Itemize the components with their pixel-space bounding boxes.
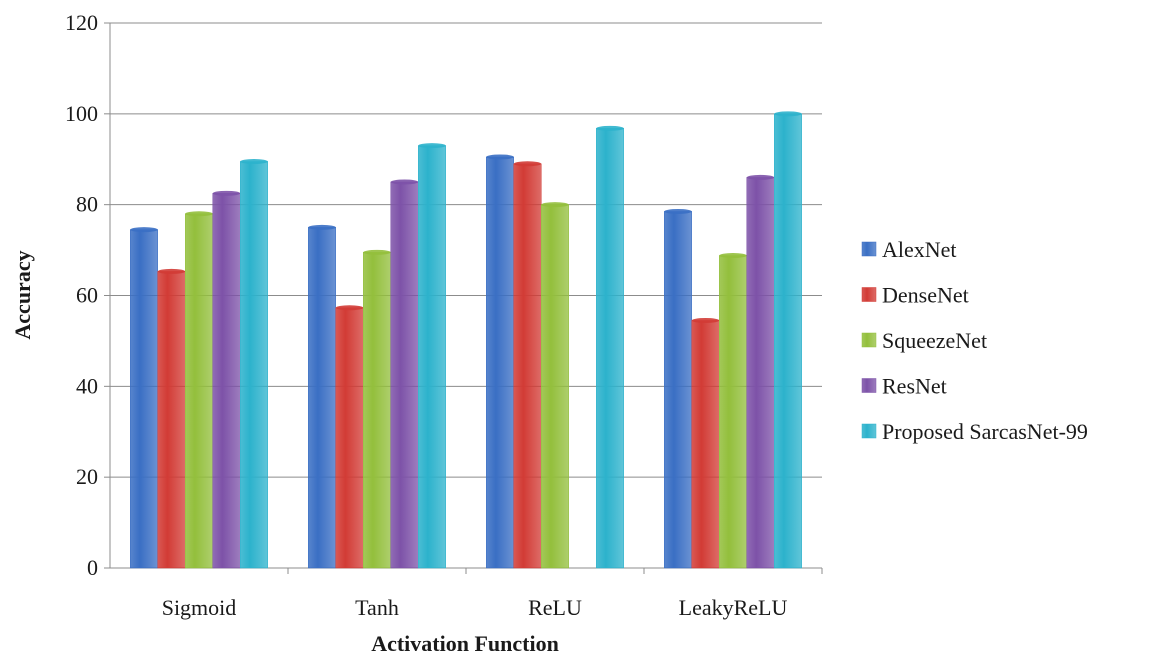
- bar: [541, 204, 569, 569]
- bar: [363, 252, 391, 569]
- y-tick-label: 40: [76, 373, 98, 398]
- bar: [308, 227, 336, 569]
- bar-proposed-sarcasnet-99-relu: [596, 125, 624, 569]
- y-axis-title: Accuracy: [10, 250, 35, 339]
- bar-densenet-leakyrelu: [691, 317, 720, 569]
- bar-squeezenet-tanh: [363, 249, 391, 569]
- y-tick-label: 80: [76, 192, 98, 217]
- bar: [157, 271, 186, 569]
- bar-top: [185, 211, 213, 217]
- bar-densenet-relu: [513, 161, 542, 569]
- bar-squeezenet-sigmoid: [185, 211, 213, 569]
- legend-swatch: [861, 423, 877, 439]
- bar-resnet-leakyrelu: [746, 174, 775, 569]
- bar: [335, 307, 364, 569]
- legend-item: DenseNet: [861, 283, 969, 308]
- bar-top: [746, 174, 775, 180]
- bar: [746, 177, 775, 569]
- y-tick-label: 0: [87, 555, 98, 580]
- bar-densenet-tanh: [335, 305, 364, 569]
- x-tick-label: Tanh: [355, 595, 399, 620]
- x-tick-label: Sigmoid: [162, 595, 237, 620]
- legend-label: DenseNet: [882, 283, 969, 308]
- x-axis-title: Activation Function: [371, 631, 559, 656]
- bar-alexnet-tanh: [308, 224, 336, 569]
- bar-top: [719, 253, 747, 259]
- bar-top: [774, 111, 802, 117]
- legend-label: ResNet: [882, 374, 947, 399]
- legend-item: AlexNet: [861, 237, 957, 262]
- bar-squeezenet-leakyrelu: [719, 253, 747, 569]
- legend-item: SqueezeNet: [861, 328, 987, 353]
- bar: [212, 193, 241, 569]
- legend-swatch: [861, 241, 877, 257]
- bar: [240, 161, 268, 569]
- bar: [130, 229, 158, 569]
- y-tick-label: 60: [76, 283, 98, 308]
- bar: [418, 145, 446, 569]
- legend-swatch: [861, 332, 877, 348]
- legend-label: SqueezeNet: [882, 328, 987, 353]
- bar-top: [390, 179, 419, 185]
- bar-top: [308, 224, 336, 230]
- bar: [185, 213, 213, 569]
- bar-top: [486, 154, 514, 160]
- bar-top: [212, 190, 241, 196]
- legend-item: Proposed SarcasNet-99: [861, 419, 1088, 444]
- legend-label: AlexNet: [882, 237, 957, 262]
- bar: [486, 156, 514, 569]
- bars: [130, 111, 802, 569]
- x-tick-labels: Sigmoid Tanh ReLU LeakyReLU: [162, 595, 788, 620]
- bar: [774, 113, 802, 569]
- bar-top: [513, 161, 542, 167]
- legend-item: ResNet: [861, 374, 947, 399]
- legend-swatch: [861, 378, 877, 393]
- bar: [664, 211, 692, 569]
- bar-resnet-tanh: [390, 179, 419, 569]
- bar: [691, 320, 720, 569]
- bar-top: [157, 268, 186, 274]
- bar: [719, 255, 747, 569]
- bar-top: [596, 125, 624, 131]
- bar-proposed-sarcasnet-99-leakyrelu: [774, 111, 802, 569]
- bar-alexnet-relu: [486, 154, 514, 569]
- legend-swatch: [861, 287, 877, 302]
- y-tick-label: 20: [76, 464, 98, 489]
- bar-proposed-sarcasnet-99-tanh: [418, 143, 446, 569]
- bar-resnet-sigmoid: [212, 190, 241, 569]
- bar-top: [130, 227, 158, 233]
- bar-densenet-sigmoid: [157, 268, 186, 569]
- y-tick-label: 120: [65, 10, 98, 35]
- bar-squeezenet-relu: [541, 202, 569, 569]
- bar: [596, 128, 624, 569]
- bar-proposed-sarcasnet-99-sigmoid: [240, 159, 268, 569]
- x-tick-label: ReLU: [528, 595, 582, 620]
- bar: [513, 163, 542, 569]
- bar-top: [363, 249, 391, 255]
- bar-top: [541, 202, 569, 208]
- bar-top: [240, 159, 268, 165]
- bar-top: [418, 143, 446, 149]
- bar-alexnet-leakyrelu: [664, 208, 692, 569]
- bar-top: [335, 305, 364, 311]
- bar-top: [691, 317, 720, 323]
- legend: AlexNet DenseNet SqueezeNet ResNet Proposed …: [861, 237, 1088, 444]
- x-tick-label: LeakyReLU: [679, 595, 788, 620]
- bar-top: [664, 208, 692, 214]
- legend-label: Proposed SarcasNet-99: [882, 419, 1088, 444]
- y-tick-labels: 0 20 40 60 80 100 120: [65, 10, 98, 580]
- bar-alexnet-sigmoid: [130, 227, 158, 569]
- y-tick-label: 100: [65, 101, 98, 126]
- bar: [390, 181, 419, 569]
